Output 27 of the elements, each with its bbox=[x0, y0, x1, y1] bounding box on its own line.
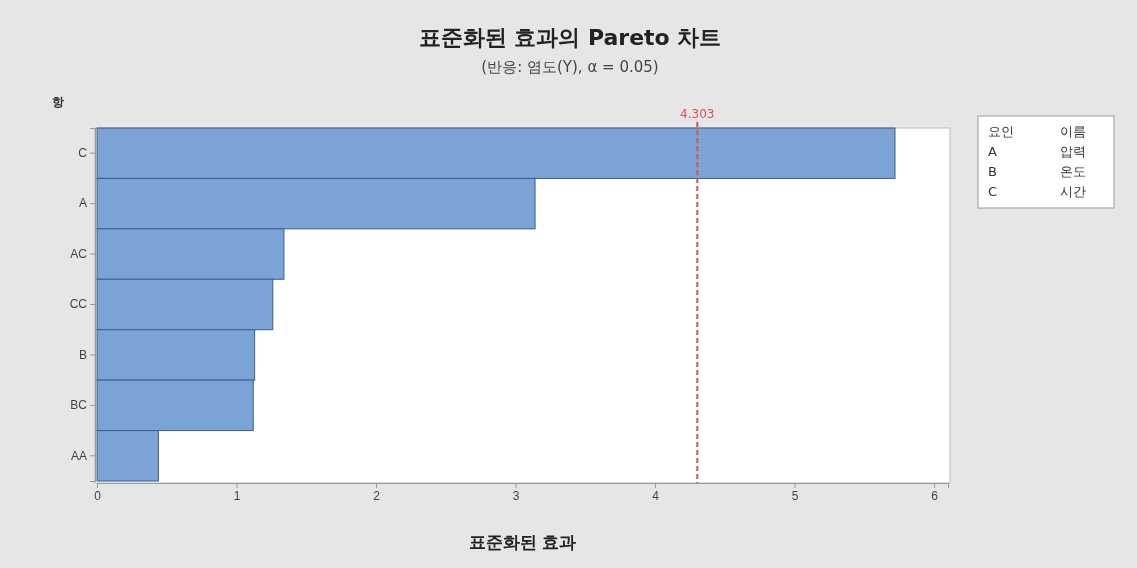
x-tick-label: 5 bbox=[791, 488, 799, 503]
y-tick-label: C bbox=[78, 146, 88, 161]
x-tick-label: 1 bbox=[233, 488, 241, 503]
y-tick-label: B bbox=[78, 347, 87, 362]
x-tick-label: 0 bbox=[94, 488, 102, 503]
y-axis-title: 항 bbox=[52, 95, 64, 109]
text: B bbox=[988, 164, 997, 179]
chart-subtitle: (반응: 염도(Y), α = 0.05) bbox=[481, 58, 659, 76]
x-tick-label: 2 bbox=[373, 488, 381, 503]
y-tick-label: AC bbox=[70, 246, 88, 261]
x-tick-label: 4 bbox=[652, 488, 660, 503]
ref-line-label: 4.303 bbox=[680, 107, 715, 121]
text: 온도 bbox=[1060, 164, 1086, 179]
x-tick-label: 6 bbox=[931, 488, 939, 503]
y-tick-label: BC bbox=[70, 398, 88, 413]
text: 압력 bbox=[1060, 144, 1086, 159]
text: 요인 bbox=[988, 124, 1014, 139]
text: A bbox=[988, 144, 997, 159]
text: 시간 bbox=[1060, 184, 1086, 199]
text: 이름 bbox=[1060, 124, 1086, 139]
x-axis-title: 표준화된 효과 bbox=[468, 532, 577, 552]
y-tick-label: A bbox=[78, 196, 87, 211]
y-tick-label: AA bbox=[70, 448, 87, 463]
x-tick-label: 3 bbox=[512, 488, 520, 503]
text: C bbox=[988, 184, 998, 199]
y-tick-label: CC bbox=[69, 297, 88, 312]
chart-title: 표준화된 효과의 Pareto 차트 bbox=[418, 25, 722, 50]
